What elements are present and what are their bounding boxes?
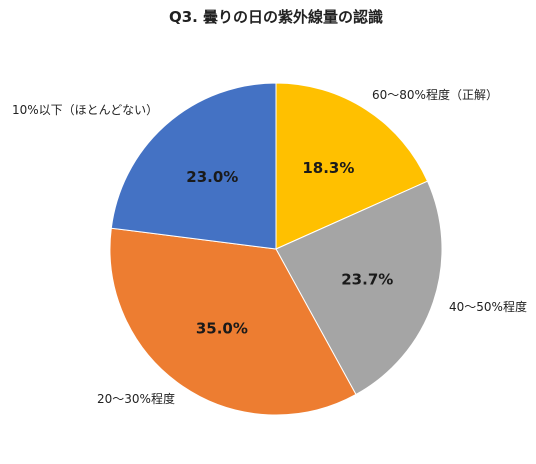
slice-value-label-4: 23.0% (186, 168, 238, 186)
pie-slice-3 (109, 227, 357, 416)
pie-value-labels: 18.3% 23.7% 35.0% 23.0% (186, 159, 393, 337)
slice-value-label-2: 23.7% (341, 271, 393, 289)
slice-category-label-4: 10%以下（ほとんどない） (12, 103, 158, 117)
slice-value-label-1: 18.3% (302, 159, 354, 177)
pie-slices (109, 82, 443, 416)
pie-slice-4 (110, 82, 277, 250)
chart-title: Q3. 曇りの日の紫外線量の認識 (169, 8, 383, 26)
slice-category-label-1: 60〜80%程度（正解） (372, 87, 498, 102)
pie-slice-2 (275, 180, 443, 396)
pie-slice-1 (275, 82, 429, 250)
slice-value-label-3: 35.0% (196, 320, 248, 338)
slice-category-label-2: 40〜50%程度 (449, 299, 527, 314)
pie-category-labels: 60〜80%程度（正解） 40〜50%程度 20〜30%程度 10%以下（ほとんどない… (12, 87, 527, 406)
slice-category-label-3: 20〜30%程度 (97, 391, 175, 406)
